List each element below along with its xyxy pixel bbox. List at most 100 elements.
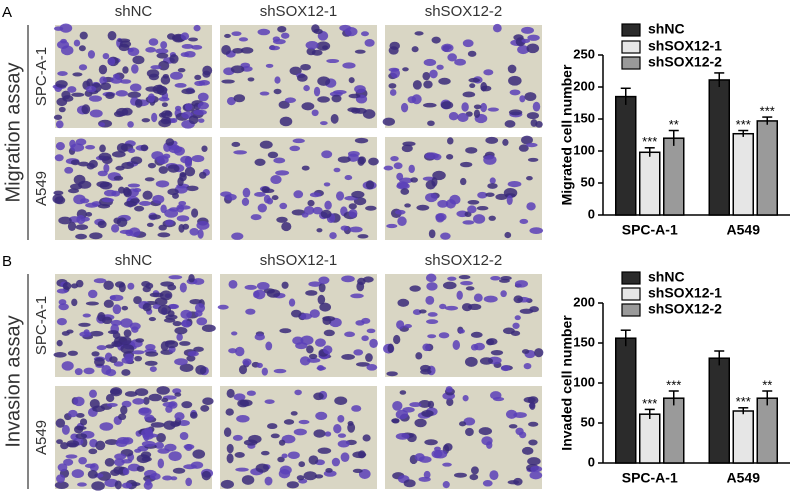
- cell: [526, 202, 536, 211]
- cell: [425, 273, 437, 283]
- cell: [163, 318, 176, 323]
- assay-label: Migration assay: [2, 62, 24, 202]
- cell: [465, 427, 474, 437]
- cell: [53, 114, 63, 120]
- cell: [88, 95, 103, 102]
- cell: [428, 229, 436, 239]
- cell: [315, 338, 326, 347]
- cell: [446, 398, 454, 407]
- legend-label: shSOX12-1: [648, 285, 722, 301]
- cell: [324, 431, 332, 437]
- cell: [307, 199, 315, 207]
- cell: [136, 454, 151, 464]
- cell: [148, 317, 156, 322]
- cell: [300, 63, 311, 71]
- cell: [321, 150, 333, 159]
- cell: [382, 117, 396, 126]
- cell: [404, 323, 412, 329]
- cell: [354, 85, 366, 94]
- cell: [316, 228, 323, 233]
- cell: [157, 458, 165, 469]
- cell: [94, 357, 105, 367]
- cell: [300, 335, 314, 345]
- bar: [732, 132, 754, 216]
- cell: [348, 208, 358, 218]
- cell: [365, 180, 375, 190]
- cell: [89, 330, 104, 337]
- cell: [79, 31, 88, 40]
- cell: [294, 389, 302, 396]
- cell: [510, 330, 521, 336]
- cell: [189, 227, 199, 236]
- cell: [267, 151, 279, 159]
- cell: [230, 65, 245, 74]
- cell: [344, 331, 356, 338]
- cell: [396, 320, 405, 330]
- legend-swatch: [621, 271, 641, 285]
- cell: [524, 92, 537, 102]
- cell: [160, 75, 171, 85]
- cell: [184, 444, 193, 452]
- cell: [226, 453, 234, 464]
- cell: [254, 333, 265, 341]
- cell: [289, 145, 301, 152]
- cell: [110, 387, 123, 397]
- cell: [231, 31, 242, 37]
- cell: [254, 192, 266, 197]
- cell: [337, 433, 347, 438]
- cell: [72, 72, 83, 77]
- cell: [396, 172, 404, 181]
- cell: [309, 309, 320, 318]
- cell: [342, 62, 356, 69]
- cell: [523, 396, 536, 403]
- cell: [134, 205, 145, 212]
- cell: [196, 220, 210, 230]
- cell: [157, 304, 172, 315]
- cell: [404, 203, 411, 208]
- cell: [78, 45, 86, 52]
- cell: [144, 414, 155, 422]
- row-label: SPC-A-1: [33, 296, 50, 355]
- cell: [162, 475, 173, 481]
- cell: [134, 448, 142, 453]
- cell: [54, 154, 64, 162]
- cell: [113, 175, 124, 181]
- cell: [396, 181, 409, 189]
- cell: [320, 209, 332, 219]
- cell: [79, 331, 92, 338]
- cell: [118, 43, 130, 52]
- cell: [194, 80, 206, 86]
- cell: [62, 95, 74, 102]
- cell: [99, 144, 106, 153]
- cell: [469, 474, 479, 481]
- cell: [145, 343, 156, 351]
- cell: [233, 393, 246, 401]
- cell: [401, 144, 413, 153]
- cell: [414, 418, 427, 428]
- cell: [78, 456, 87, 465]
- cell: [281, 281, 289, 289]
- cell: [526, 176, 533, 181]
- cell: [55, 418, 66, 428]
- cell: [55, 120, 64, 129]
- cell: [354, 49, 366, 54]
- cell: [85, 85, 97, 93]
- panel-label: A: [2, 4, 12, 21]
- cell: [490, 275, 501, 281]
- cell: [487, 183, 498, 189]
- cell: [55, 80, 68, 88]
- cell: [143, 397, 150, 405]
- cell: [423, 80, 433, 89]
- cell: [127, 148, 136, 154]
- cell: [200, 404, 210, 412]
- cell: [250, 214, 262, 221]
- cell: [322, 45, 329, 50]
- cell: [77, 482, 87, 487]
- cell: [89, 389, 97, 398]
- cell: [256, 362, 263, 368]
- cell: [142, 286, 151, 293]
- cell: [76, 214, 86, 225]
- cell: [395, 409, 409, 420]
- cell: [341, 353, 355, 360]
- cell: [436, 64, 444, 70]
